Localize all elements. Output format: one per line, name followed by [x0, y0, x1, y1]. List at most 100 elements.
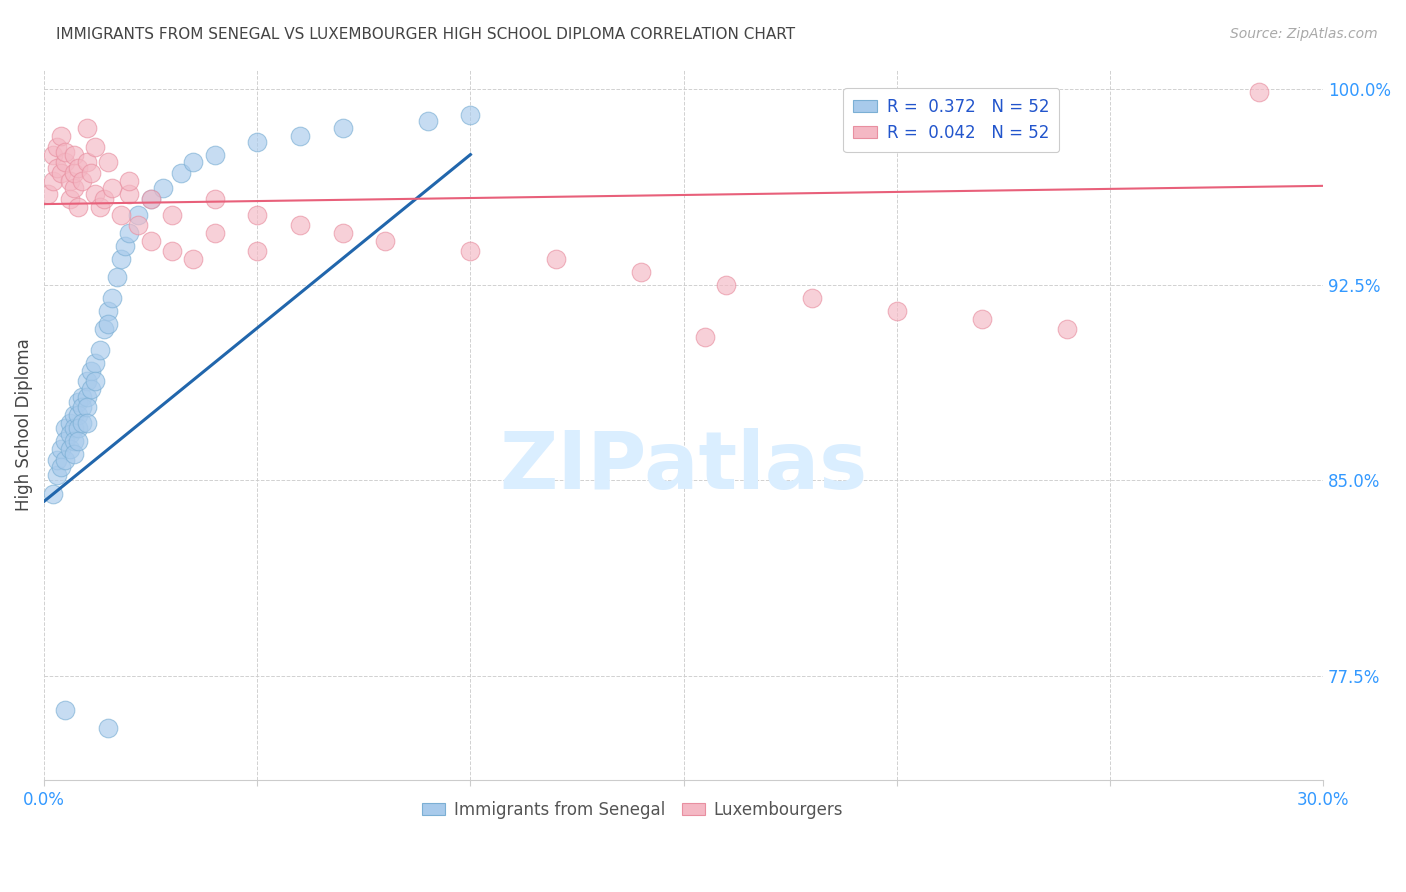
Legend: Immigrants from Senegal, Luxembourgers: Immigrants from Senegal, Luxembourgers [415, 794, 849, 825]
Point [67, 409, 90, 423]
Point [76, 401, 98, 415]
Point [63, 409, 86, 423]
Point [67, 421, 90, 435]
Point [45, 452, 67, 467]
Point [139, 234, 162, 248]
Point [118, 226, 141, 240]
Point [970, 311, 993, 326]
Point [67, 434, 90, 449]
Point [72, 401, 94, 415]
Point [72, 416, 94, 430]
Point [332, 226, 354, 240]
Point [45, 161, 67, 175]
Point [246, 244, 269, 258]
Point [80, 382, 103, 396]
Point [183, 252, 205, 266]
Point [41, 147, 63, 161]
Point [76, 416, 98, 430]
Point [246, 135, 269, 149]
Point [204, 226, 226, 240]
Point [59, 442, 82, 457]
Point [55, 155, 77, 169]
Text: Source: ZipAtlas.com: Source: ZipAtlas.com [1230, 27, 1378, 41]
Point [110, 208, 132, 222]
Point [152, 181, 174, 195]
Point [110, 252, 132, 266]
Point [89, 343, 111, 357]
Point [139, 192, 162, 206]
Point [37, 186, 59, 201]
Point [101, 181, 124, 195]
Point [51, 129, 73, 144]
Text: ZIPatlas: ZIPatlas [499, 428, 868, 506]
Point [84, 375, 107, 389]
Point [97, 317, 120, 331]
Point [59, 192, 82, 206]
Point [204, 192, 226, 206]
Point [72, 174, 94, 188]
Point [51, 442, 73, 457]
Point [41, 486, 63, 500]
Point [55, 434, 77, 449]
Point [246, 208, 269, 222]
Point [97, 155, 120, 169]
Point [114, 239, 136, 253]
Point [118, 186, 141, 201]
Point [160, 208, 183, 222]
Point [45, 140, 67, 154]
Point [63, 421, 86, 435]
Point [1056, 322, 1078, 336]
Point [76, 121, 98, 136]
Point [76, 390, 98, 404]
Point [374, 234, 396, 248]
Point [84, 186, 107, 201]
Point [630, 265, 652, 279]
Point [127, 208, 149, 222]
Point [139, 192, 162, 206]
Point [72, 390, 94, 404]
Point [76, 155, 98, 169]
Point [67, 395, 90, 409]
Point [51, 460, 73, 475]
Point [416, 113, 439, 128]
Point [63, 434, 86, 449]
Point [63, 447, 86, 461]
Point [93, 322, 115, 336]
Point [460, 244, 482, 258]
Point [693, 330, 716, 344]
Point [55, 703, 77, 717]
Y-axis label: High School Diploma: High School Diploma [15, 338, 32, 511]
Point [118, 174, 141, 188]
Point [59, 416, 82, 430]
Point [76, 375, 98, 389]
Point [80, 364, 103, 378]
Point [55, 452, 77, 467]
Point [41, 174, 63, 188]
Point [59, 426, 82, 441]
Point [89, 200, 111, 214]
Point [169, 166, 191, 180]
Point [101, 291, 124, 305]
Point [800, 291, 823, 305]
Point [288, 218, 311, 232]
Point [183, 155, 205, 169]
Point [80, 166, 103, 180]
Point [716, 277, 738, 292]
Point [59, 174, 82, 188]
Point [1249, 85, 1271, 99]
Text: IMMIGRANTS FROM SENEGAL VS LUXEMBOURGER HIGH SCHOOL DIPLOMA CORRELATION CHART: IMMIGRANTS FROM SENEGAL VS LUXEMBOURGER … [56, 27, 796, 42]
Point [460, 108, 482, 122]
Point [886, 304, 908, 318]
Point [204, 147, 226, 161]
Point [67, 200, 90, 214]
Point [51, 166, 73, 180]
Point [544, 252, 567, 266]
Point [332, 121, 354, 136]
Point [63, 147, 86, 161]
Point [55, 145, 77, 159]
Point [45, 468, 67, 483]
Point [97, 721, 120, 735]
Point [55, 421, 77, 435]
Point [84, 140, 107, 154]
Point [67, 161, 90, 175]
